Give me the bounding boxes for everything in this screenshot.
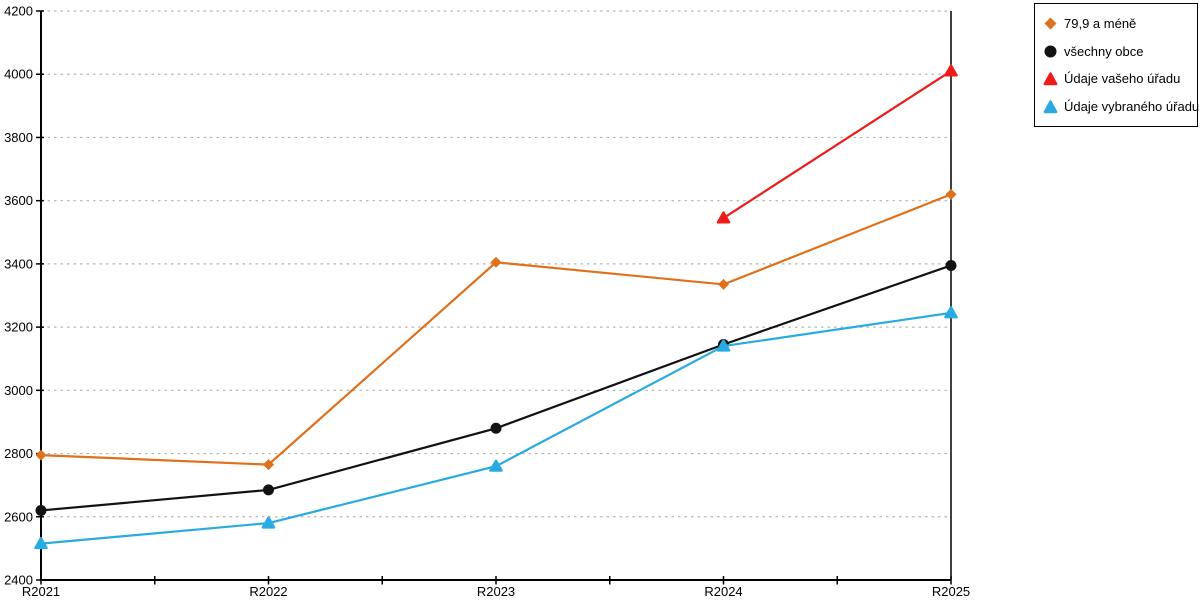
triangle-up-glyph bbox=[1043, 72, 1058, 86]
data-point-marker bbox=[945, 259, 957, 271]
y-tick-label: 4200 bbox=[4, 4, 33, 19]
legend: 79,9 a méně všechny obce Údaje vašeho úř… bbox=[1034, 3, 1199, 127]
series-1 bbox=[35, 259, 957, 516]
data-point-marker bbox=[490, 256, 502, 268]
data-point-marker bbox=[716, 211, 731, 224]
series-0 bbox=[35, 188, 957, 471]
legend-label: Údaje vybraného úřadu bbox=[1064, 98, 1200, 114]
legend-label: 79,9 a méně bbox=[1064, 16, 1137, 32]
y-tick-label: 3200 bbox=[4, 320, 33, 335]
data-point-marker bbox=[716, 339, 731, 352]
legend-label: všechny obce bbox=[1064, 43, 1144, 59]
data-point-marker bbox=[718, 278, 729, 290]
data-point-marker bbox=[261, 516, 276, 529]
x-tick-label: R2022 bbox=[249, 584, 287, 599]
y-tick-label: 4000 bbox=[4, 67, 33, 82]
triangle-up-glyph bbox=[1043, 100, 1058, 113]
data-point-marker bbox=[263, 484, 274, 496]
y-tick-label: 2600 bbox=[4, 509, 33, 524]
y-axis-labels: 2400 2600 2800 3000 3200 3400 3600 3800 4000 4200 bbox=[4, 4, 33, 588]
y-tick-label: 3600 bbox=[4, 193, 33, 208]
triangle-marker-icon bbox=[1043, 99, 1058, 114]
series-line bbox=[40, 264, 952, 512]
legend-item: Údaje vašeho úřadu bbox=[1043, 65, 1191, 92]
data-point-marker bbox=[35, 449, 47, 461]
data-point-marker bbox=[263, 459, 274, 471]
data-point-marker bbox=[34, 536, 48, 550]
series-2 bbox=[716, 64, 958, 224]
axes bbox=[40, 11, 952, 581]
legend-item: všechny obce bbox=[1043, 38, 1191, 65]
series-line bbox=[722, 70, 952, 219]
x-axis-labels: R2021 R2022 R2023 R2024 R2025 bbox=[22, 584, 970, 599]
x-tick-label: R2024 bbox=[704, 584, 742, 599]
y-tick-label: 3400 bbox=[4, 256, 33, 271]
data-point-marker bbox=[945, 188, 957, 200]
data-point-marker bbox=[944, 306, 958, 319]
x-tick-label: R2021 bbox=[22, 584, 60, 599]
legend-item: Údaje vybraného úřadu bbox=[1043, 93, 1199, 120]
triangle-marker-icon bbox=[1043, 71, 1058, 86]
data-point-marker bbox=[489, 459, 503, 472]
diamond-glyph bbox=[1044, 17, 1057, 30]
y-tick-label: 3000 bbox=[4, 383, 33, 398]
series-3 bbox=[34, 306, 958, 550]
data-point-marker bbox=[944, 64, 958, 77]
legend-item: 79,9 a méně bbox=[1043, 10, 1191, 37]
y-tick-label: 2400 bbox=[4, 573, 33, 588]
x-tick-label: R2023 bbox=[477, 584, 515, 599]
data-point-marker bbox=[35, 504, 47, 516]
x-tick-label: R2025 bbox=[932, 584, 970, 599]
y-tick-label: 2800 bbox=[4, 446, 33, 461]
data-point-marker bbox=[490, 422, 502, 434]
circle-glyph bbox=[1044, 45, 1057, 58]
legend-label: Údaje vašeho úřadu bbox=[1064, 71, 1181, 87]
y-tick-label: 3800 bbox=[4, 130, 33, 145]
circle-marker-icon bbox=[1043, 44, 1058, 59]
x-axis-ticks bbox=[40, 576, 952, 585]
diamond-marker-icon bbox=[1043, 16, 1058, 31]
